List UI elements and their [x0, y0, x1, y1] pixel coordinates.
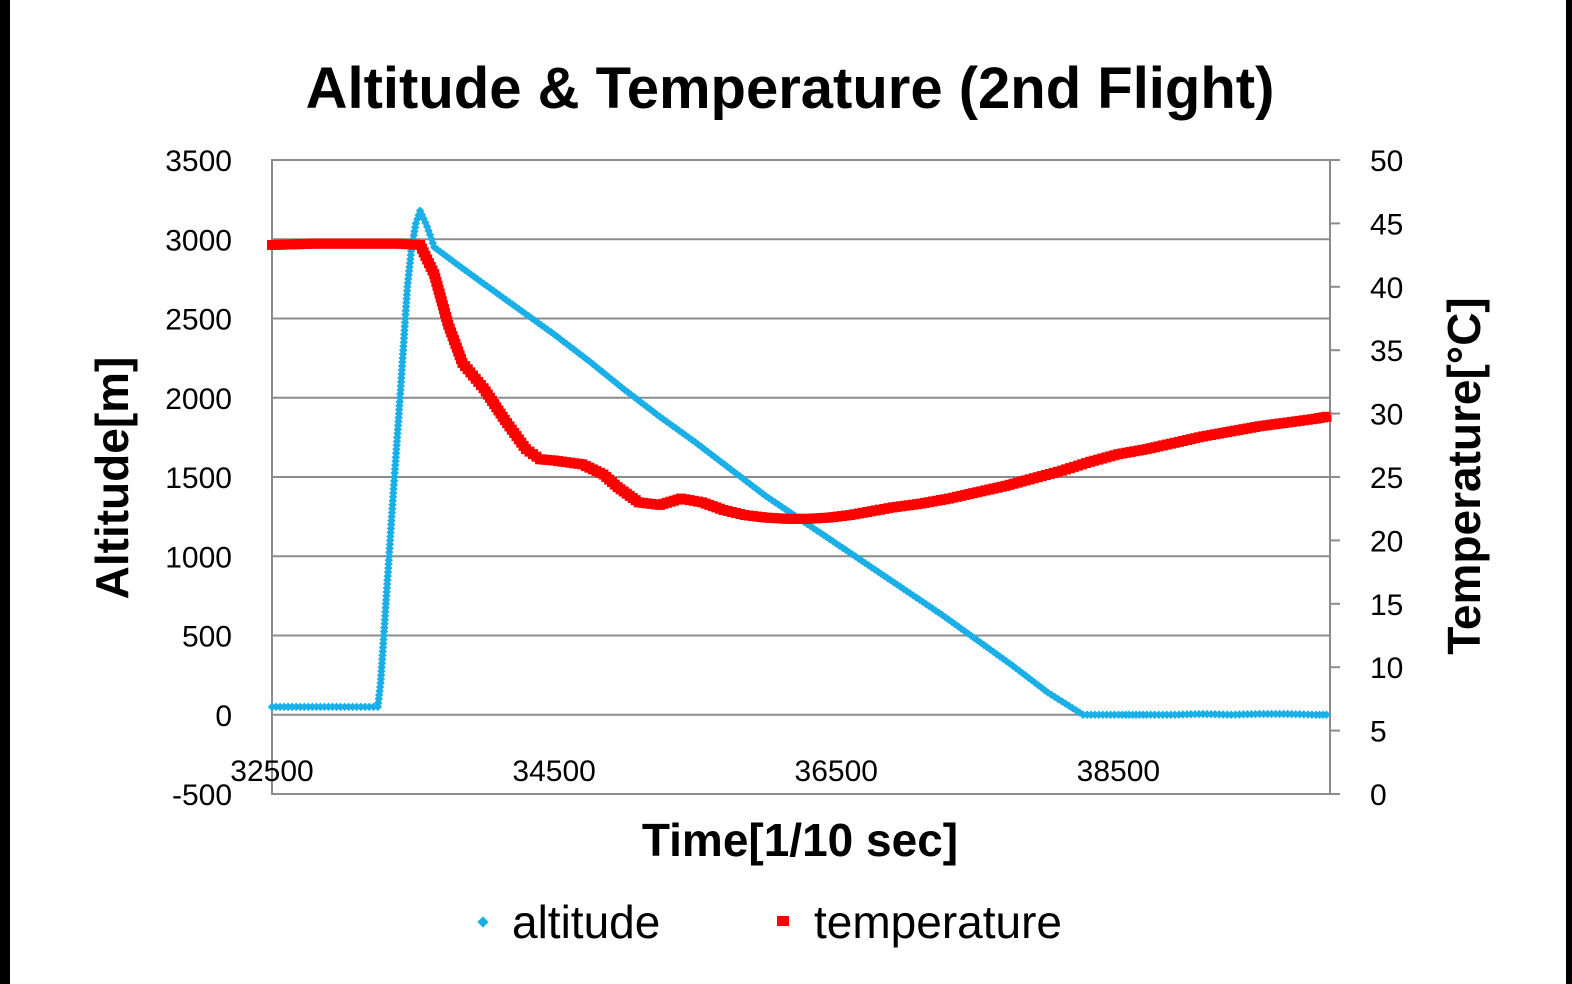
x-tick-label: 32500 [230, 755, 313, 788]
y-tick-label: 0 [215, 700, 232, 733]
data-point-temperature [1321, 411, 1332, 422]
y-tick-label: -500 [172, 779, 232, 812]
x-axis-title: Time[1/10 sec] [642, 814, 958, 866]
y2-tick-label: 5 [1370, 716, 1387, 749]
data-point-altitude [1322, 710, 1331, 719]
legend-label-temperature: temperature [814, 896, 1062, 948]
y2-tick-label: 40 [1370, 272, 1403, 305]
y2-axis-ticks: 0 5 10 15 20 25 30 35 40 45 50 [1330, 145, 1403, 812]
y-tick-label: 2500 [165, 304, 232, 337]
y-tick-label: 500 [182, 621, 232, 654]
series-line-altitude [272, 207, 1330, 716]
x-tick-label: 38500 [1077, 755, 1160, 788]
y-tick-label: 3500 [165, 145, 232, 178]
legend-label-altitude: altitude [512, 896, 660, 948]
y2-axis-title: Temperature[°C] [1438, 297, 1490, 655]
chart-title: Altitude & Temperature (2nd Flight) [306, 56, 1275, 121]
y2-tick-label: 50 [1370, 145, 1403, 178]
x-axis-ticks: 32500 34500 36500 38500 [230, 755, 1160, 788]
legend-marker-altitude [477, 916, 489, 928]
y-tick-label: 2000 [165, 383, 232, 416]
series-temperature [267, 238, 1332, 524]
y-axis-title: Altitude[m] [86, 357, 138, 600]
series-altitude [267, 206, 1331, 719]
y2-tick-label: 35 [1370, 335, 1403, 368]
y2-tick-label: 20 [1370, 525, 1403, 558]
y-tick-label: 3000 [165, 224, 232, 257]
chart-background [10, 0, 1566, 984]
y-tick-label: 1500 [165, 462, 232, 495]
y2-tick-label: 30 [1370, 399, 1403, 432]
legend-marker-temperature [777, 916, 789, 926]
legend: altitude temperature [477, 896, 1062, 948]
y2-tick-label: 0 [1370, 779, 1387, 812]
y2-tick-label: 25 [1370, 462, 1403, 495]
y2-tick-label: 45 [1370, 208, 1403, 241]
x-tick-label: 36500 [795, 755, 878, 788]
y2-tick-label: 10 [1370, 652, 1403, 685]
y-tick-label: 1000 [165, 541, 232, 574]
series-layer [267, 206, 1332, 719]
y-axis-ticks: -500 0 500 1000 1500 2000 2500 3000 3500 [165, 145, 232, 812]
x-tick-label: 34500 [512, 755, 595, 788]
y2-tick-label: 15 [1370, 589, 1403, 622]
